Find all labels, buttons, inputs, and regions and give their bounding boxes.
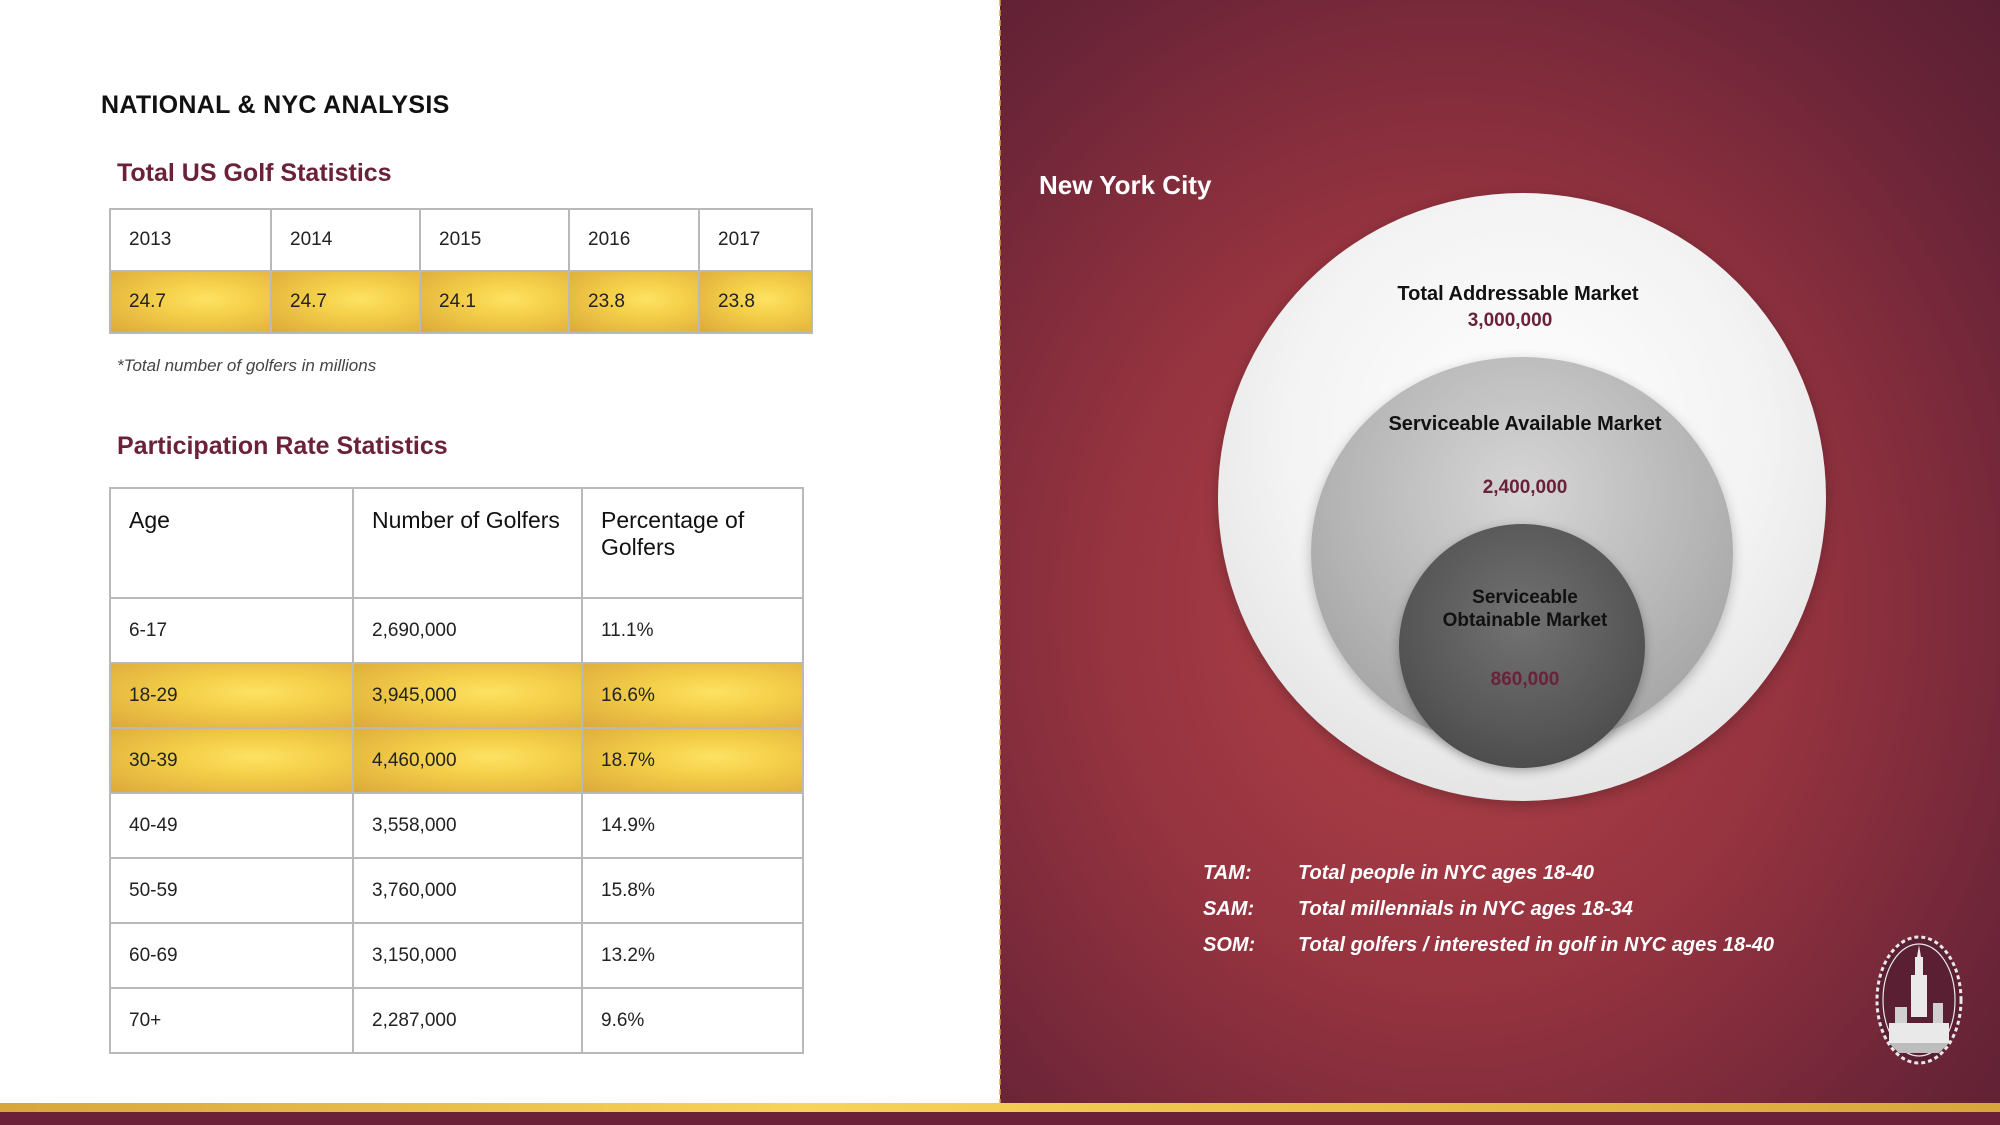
golfers-cell: 3,150,000 <box>352 922 583 989</box>
participation-title: Participation Rate Statistics <box>117 432 448 460</box>
age-cell: 30-39 <box>109 727 354 794</box>
golf-stats-value-row: 24.7 24.7 24.1 23.8 23.8 <box>109 270 813 334</box>
age-cell: 6-17 <box>109 597 354 664</box>
table-row: 50-59 3,760,000 15.8% <box>109 857 804 924</box>
market-legend: TAM: Total people in NYC ages 18-40 SAM:… <box>1203 862 1774 970</box>
legend-key: SOM: <box>1203 934 1256 956</box>
percentage-cell: 15.8% <box>581 857 804 924</box>
page-title: NATIONAL & NYC ANALYSIS <box>101 91 450 119</box>
legend-key: TAM: <box>1203 862 1252 884</box>
legend-row: SAM: Total millennials in NYC ages 18-34 <box>1203 898 1774 934</box>
golfers-value-cell: 24.1 <box>419 270 570 334</box>
year-cell: 2015 <box>419 208 570 272</box>
golfers-cell: 2,287,000 <box>352 987 583 1054</box>
year-cell: 2017 <box>698 208 813 272</box>
year-cell: 2013 <box>109 208 272 272</box>
age-cell: 70+ <box>109 987 354 1054</box>
percentage-cell: 18.7% <box>581 727 804 794</box>
year-cell: 2014 <box>270 208 421 272</box>
age-cell: 40-49 <box>109 792 354 859</box>
legend-key: SAM: <box>1203 898 1255 920</box>
nyc-title: New York City <box>1039 170 1212 200</box>
legend-row: SOM: Total golfers / interested in golf … <box>1203 934 1774 970</box>
panel-divider <box>999 0 1001 1105</box>
participation-table: Age Number of Golfers Percentage of Golf… <box>109 487 804 1054</box>
golf-stats-note: *Total number of golfers in millions <box>117 356 377 375</box>
golfers-cell: 3,945,000 <box>352 662 583 729</box>
header-cell-number: Number of Golfers <box>352 487 583 599</box>
percentage-cell: 9.6% <box>581 987 804 1054</box>
som-circle <box>1399 524 1645 768</box>
percentage-cell: 14.9% <box>581 792 804 859</box>
table-row: 18-29 3,945,000 16.6% <box>109 662 804 729</box>
age-cell: 50-59 <box>109 857 354 924</box>
table-row: 70+ 2,287,000 9.6% <box>109 987 804 1054</box>
sam-label: Serviceable Available Market <box>1388 413 1662 435</box>
golfers-cell: 2,690,000 <box>352 597 583 664</box>
participation-header-row: Age Number of Golfers Percentage of Golf… <box>109 487 804 599</box>
table-row: 6-17 2,690,000 11.1% <box>109 597 804 664</box>
tam-label: Total Addressable Market <box>1397 283 1639 305</box>
table-row: 40-49 3,558,000 14.9% <box>109 792 804 859</box>
legend-text: Total golfers / interested in golf in NY… <box>1298 934 1775 956</box>
golf-stats-title: Total US Golf Statistics <box>117 159 392 187</box>
som-label: Serviceable Obtainable Market <box>1442 587 1608 631</box>
table-row: 30-39 4,460,000 18.7% <box>109 727 804 794</box>
legend-text: Total millennials in NYC ages 18-34 <box>1298 898 1633 920</box>
nyc-skyline-badge-icon <box>1875 935 1963 1065</box>
golfers-cell: 4,460,000 <box>352 727 583 794</box>
tam-value: 3,000,000 <box>1467 310 1553 331</box>
bottom-maroon-band <box>0 1112 2000 1125</box>
legend-text: Total people in NYC ages 18-40 <box>1298 862 1595 884</box>
age-cell: 60-69 <box>109 922 354 989</box>
age-cell: 18-29 <box>109 662 354 729</box>
legend-row: TAM: Total people in NYC ages 18-40 <box>1203 862 1774 898</box>
sam-value: 2,400,000 <box>1482 477 1568 498</box>
golfers-value-cell: 24.7 <box>270 270 421 334</box>
header-cell-age: Age <box>109 487 354 599</box>
golfers-value-cell: 23.8 <box>698 270 813 334</box>
header-cell-percentage: Percentage of Golfers <box>581 487 804 599</box>
year-cell: 2016 <box>568 208 700 272</box>
table-row: 60-69 3,150,000 13.2% <box>109 922 804 989</box>
percentage-cell: 11.1% <box>581 597 804 664</box>
golfers-cell: 3,760,000 <box>352 857 583 924</box>
golf-stats-table: 2013 2014 2015 2016 2017 24.7 24.7 24.1 … <box>109 208 813 334</box>
som-value: 860,000 <box>1490 669 1560 690</box>
golfers-cell: 3,558,000 <box>352 792 583 859</box>
golfers-value-cell: 23.8 <box>568 270 700 334</box>
bottom-gold-band <box>0 1103 2000 1112</box>
golf-stats-header-row: 2013 2014 2015 2016 2017 <box>109 208 813 272</box>
percentage-cell: 16.6% <box>581 662 804 729</box>
percentage-cell: 13.2% <box>581 922 804 989</box>
golfers-value-cell: 24.7 <box>109 270 272 334</box>
